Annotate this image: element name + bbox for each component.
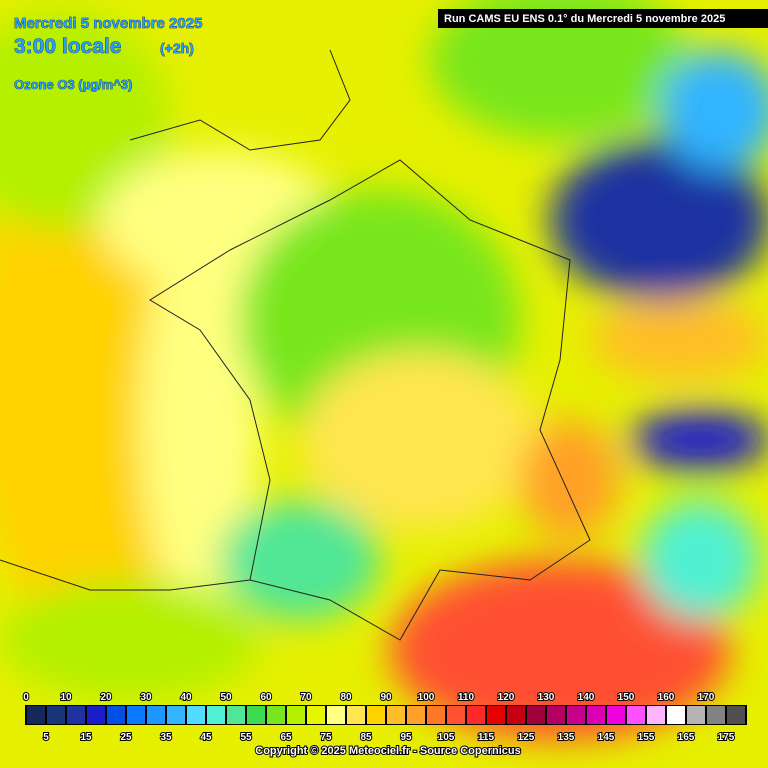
legend-label: 45 [200, 732, 212, 743]
colorbar-frame [25, 705, 747, 725]
color-swatch [587, 706, 605, 724]
color-swatch [547, 706, 565, 724]
legend-label: 155 [638, 732, 655, 743]
color-swatch [327, 706, 345, 724]
legend-label: 85 [360, 732, 372, 743]
color-swatch [467, 706, 485, 724]
legend-label: 95 [400, 732, 412, 743]
legend-label: 30 [140, 692, 152, 703]
legend-label: 150 [618, 692, 635, 703]
color-swatch [567, 706, 585, 724]
color-swatch [607, 706, 625, 724]
date: Mercredi 5 novembre 2025 [14, 15, 202, 32]
color-swatch [667, 706, 685, 724]
color-swatch [267, 706, 285, 724]
legend-label: 175 [718, 732, 735, 743]
color-swatch [147, 706, 165, 724]
color-swatch [27, 706, 45, 724]
ozone-field [0, 0, 768, 740]
legend-label: 135 [558, 732, 575, 743]
color-swatch [447, 706, 465, 724]
run: Run CAMS EU ENS 0.1° du Mercredi 5 novem… [444, 13, 725, 25]
color-swatch [487, 706, 505, 724]
legend-label: 160 [658, 692, 675, 703]
legend-label: 170 [698, 692, 715, 703]
color-swatch [507, 706, 525, 724]
color-swatch [87, 706, 105, 724]
legend-label: 20 [100, 692, 112, 703]
legend-label: 5 [43, 732, 49, 743]
legend-label: 60 [260, 692, 272, 703]
color-swatch [427, 706, 445, 724]
legend-label: 90 [380, 692, 392, 703]
color-swatch [227, 706, 245, 724]
time: 3:00 locale [14, 35, 121, 58]
color-swatch [167, 706, 185, 724]
legend-label: 65 [280, 732, 292, 743]
color-swatch [647, 706, 665, 724]
coastline [129, 49, 351, 151]
legend-label: 70 [300, 692, 312, 703]
color-swatch [207, 706, 225, 724]
color-swatch [707, 706, 725, 724]
run-box [438, 9, 768, 28]
coastline [0, 559, 251, 591]
legend-label: 115 [478, 732, 495, 743]
color-swatch [727, 706, 745, 724]
color-swatch [307, 706, 325, 724]
legend-label: 0 [23, 692, 29, 703]
legend-label: 15 [80, 732, 92, 743]
legend-label: 50 [220, 692, 232, 703]
legend-label: 130 [538, 692, 555, 703]
legend-label: 55 [240, 732, 252, 743]
legend-label: 120 [498, 692, 515, 703]
color-swatch [67, 706, 85, 724]
variable: Ozone O3 (µg/m^3) [14, 77, 132, 92]
color-swatch [47, 706, 65, 724]
color-swatch [527, 706, 545, 724]
color-swatch [187, 706, 205, 724]
color-swatch [107, 706, 125, 724]
color-swatch [287, 706, 305, 724]
legend-label: 25 [120, 732, 132, 743]
color-swatch [347, 706, 365, 724]
legend-label: 125 [518, 732, 535, 743]
legend-label: 40 [180, 692, 192, 703]
color-swatch [627, 706, 645, 724]
color-swatch [127, 706, 145, 724]
legend-label: 80 [340, 692, 352, 703]
legend-label: 145 [598, 732, 615, 743]
legend-label: 75 [320, 732, 332, 743]
legend-label: 140 [578, 692, 595, 703]
legend-label: 100 [418, 692, 435, 703]
color-swatch [367, 706, 385, 724]
legend-label: 165 [678, 732, 695, 743]
color-swatch [247, 706, 265, 724]
color-swatch [407, 706, 425, 724]
country-border [149, 159, 591, 641]
legend-label: 110 [458, 692, 475, 703]
color-swatch [387, 706, 405, 724]
color-swatch [687, 706, 705, 724]
legend-label: 35 [160, 732, 172, 743]
legend-label: 10 [60, 692, 72, 703]
offset: (+2h) [160, 40, 194, 56]
copyright: Copyright © 2025 Meteociel.fr - Source C… [255, 745, 520, 757]
legend-label: 105 [438, 732, 455, 743]
